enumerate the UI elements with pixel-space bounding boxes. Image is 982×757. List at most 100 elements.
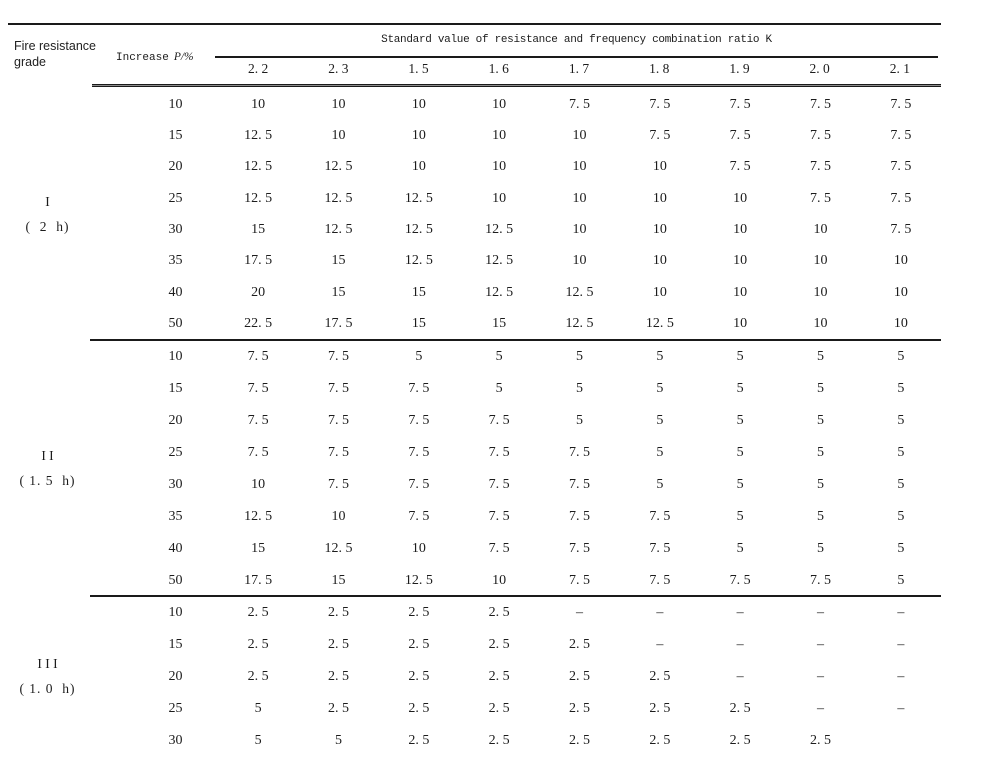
value-cell: 10 <box>251 476 266 492</box>
grade-duration: ( 1. 5 h) <box>19 473 76 488</box>
value-cell: 5 <box>575 412 583 428</box>
group-separator-2 <box>90 595 941 597</box>
increase-cell: 10 <box>168 96 183 112</box>
value-cell: 2. 5 <box>488 604 510 620</box>
value-cell: 12. 5 <box>565 284 594 300</box>
header-bottom-border <box>92 84 941 87</box>
value-cell: 2. 5 <box>649 732 671 748</box>
value-cell: 10 <box>652 253 667 269</box>
table-row: 15 12. 5 10 10 10 10 7. 5 7. 5 7. 5 7. 5 <box>95 120 941 151</box>
value-cell: 7. 5 <box>568 96 590 112</box>
value-cell: 7. 5 <box>890 190 912 206</box>
value-cell: 10 <box>492 572 507 588</box>
value-cell: 5 <box>897 476 905 492</box>
value-cell: 2. 5 <box>568 732 590 748</box>
value-cell: – <box>816 636 824 652</box>
value-cell: 22. 5 <box>244 315 273 331</box>
value-cell: 2. 5 <box>729 732 751 748</box>
k-value-header: 2. 2 <box>247 61 269 76</box>
value-cell: 5 <box>897 572 905 588</box>
value-cell: 7. 5 <box>408 508 430 524</box>
value-cell: 10 <box>733 284 748 300</box>
value-cell: – <box>736 636 744 652</box>
value-cell: 10 <box>733 253 748 269</box>
value-cell: 5 <box>736 508 744 524</box>
grade-group: I I ( 1. 5 h) 10 7. 5 7. 5 5 5 5 5 5 5 5 15 7. 5 7. 5 7… <box>0 341 941 597</box>
grade-roman-numeral: I <box>45 193 50 209</box>
value-cell: 10 <box>813 315 828 331</box>
value-cell: 10 <box>733 190 748 206</box>
value-cell: 2. 5 <box>488 732 510 748</box>
value-cell: 5 <box>254 732 262 748</box>
value-cell: 5 <box>897 412 905 428</box>
value-cell: 7. 5 <box>488 412 510 428</box>
table-top-border <box>8 23 941 25</box>
value-cell: 10 <box>331 127 346 143</box>
value-cell: 7. 5 <box>890 221 912 237</box>
value-cell: 5 <box>495 348 503 364</box>
value-cell: 5 <box>575 380 583 396</box>
value-cell: 2. 5 <box>568 636 590 652</box>
value-cell: 10 <box>331 96 346 112</box>
increase-cell: 50 <box>168 572 183 588</box>
value-cell: 5 <box>656 444 664 460</box>
increase-cell: 20 <box>168 668 183 684</box>
value-cell: 7. 5 <box>890 127 912 143</box>
value-cell: 7. 5 <box>890 159 912 175</box>
increase-cell: 40 <box>168 284 183 300</box>
increase-cell: 40 <box>168 540 183 556</box>
value-cell: 10 <box>813 284 828 300</box>
value-cell: 2. 5 <box>809 732 831 748</box>
table-row: 20 7. 5 7. 5 7. 5 7. 5 5 5 5 5 5 <box>95 405 941 437</box>
value-cell: 2. 5 <box>327 604 349 620</box>
value-cell: – <box>816 604 824 620</box>
value-cell: 10 <box>492 96 507 112</box>
value-cell: 12. 5 <box>565 315 594 331</box>
increase-cell: 30 <box>168 476 183 492</box>
value-cell: 12. 5 <box>404 253 433 269</box>
table-row: 30 5 5 2. 5 2. 5 2. 5 2. 5 2. 5 2. 5 <box>95 725 941 757</box>
value-cell: 7. 5 <box>568 572 590 588</box>
value-cell: 5 <box>897 508 905 524</box>
grade-group: I( 2 h) 10 10 10 10 10 7. 5 7. 5 7. 5 7. 5 7. 5 15 1… <box>0 89 941 340</box>
table-row: 35 12. 5 10 7. 5 7. 5 7. 5 7. 5 5 5 5 <box>95 501 941 533</box>
value-cell: 5 <box>816 348 824 364</box>
value-cell: 12. 5 <box>324 159 353 175</box>
value-cell: 10 <box>411 540 426 556</box>
grade-roman-numeral: I I <box>41 448 54 463</box>
value-cell: 5 <box>656 412 664 428</box>
value-cell: 2. 5 <box>408 668 430 684</box>
increase-cell: 20 <box>168 412 183 428</box>
k-value-header: 1. 8 <box>649 61 670 76</box>
table-row: 25 7. 5 7. 5 7. 5 7. 5 7. 5 5 5 5 5 <box>95 437 941 469</box>
value-cell: 7. 5 <box>247 380 269 396</box>
value-cell: 12. 5 <box>485 284 514 300</box>
value-cell: 10 <box>733 221 748 237</box>
increase-column-header: Increase P/% <box>116 51 194 64</box>
k-value-header: 2. 1 <box>889 61 910 76</box>
value-cell: 10 <box>411 159 426 175</box>
value-cell: 10 <box>893 284 908 300</box>
value-cell: 2. 5 <box>327 668 349 684</box>
value-cell: 7. 5 <box>488 476 510 492</box>
value-cell: 7. 5 <box>247 348 269 364</box>
value-cell: 7. 5 <box>408 380 430 396</box>
increase-cell: 15 <box>168 636 183 652</box>
value-cell: 7. 5 <box>327 380 349 396</box>
k-value-header: 1. 6 <box>488 61 509 76</box>
value-cell: – <box>897 668 905 684</box>
k-value-header: 1. 7 <box>568 61 590 76</box>
value-cell: 2. 5 <box>488 636 510 652</box>
value-cell: 7. 5 <box>568 508 590 524</box>
grade-duration: ( 1. 0 h) <box>19 681 76 697</box>
value-cell: 5 <box>897 540 905 556</box>
increase-cell: 25 <box>168 700 183 716</box>
row-header-line1: Fire resistance <box>14 39 96 53</box>
value-cell: 5 <box>897 380 905 396</box>
value-cell: 10 <box>652 159 667 175</box>
increase-cell: 35 <box>168 508 183 524</box>
table-row: 15 2. 5 2. 5 2. 5 2. 5 2. 5 – – – – <box>95 629 941 661</box>
span-header-underline <box>215 56 938 58</box>
value-cell: 2. 5 <box>649 668 671 684</box>
